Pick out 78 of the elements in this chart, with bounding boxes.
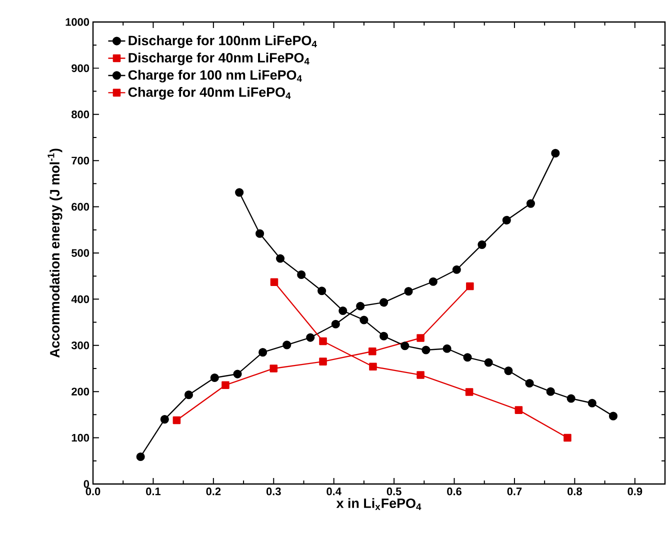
point xyxy=(514,406,523,414)
legend-label: Discharge for 40nm LiFePO$_{4}$ xyxy=(128,52,310,66)
point xyxy=(564,434,572,442)
x-tick-label: 0.6 xyxy=(447,488,462,496)
x-tick-label: 0.4 xyxy=(326,488,342,496)
point xyxy=(270,278,278,286)
y-tick-label: 700 xyxy=(72,156,90,164)
point xyxy=(400,342,410,350)
y-tick-label: 600 xyxy=(72,202,90,211)
point xyxy=(502,216,511,224)
legend-label: Charge for 100 nm LiFePO$_{4}$ xyxy=(128,70,302,82)
point xyxy=(136,452,145,462)
point xyxy=(319,337,327,346)
point xyxy=(184,390,194,400)
point xyxy=(356,302,365,310)
x-tick-label: 0.9 xyxy=(628,488,642,496)
point xyxy=(484,358,493,367)
point xyxy=(466,282,474,290)
point xyxy=(588,398,596,408)
point xyxy=(380,298,388,307)
point xyxy=(416,334,424,342)
point xyxy=(297,270,306,279)
y-tick-label: 900 xyxy=(72,64,90,72)
x-tick-label: 0.3 xyxy=(266,488,281,496)
point xyxy=(465,388,474,396)
point xyxy=(422,346,430,354)
point xyxy=(566,394,576,403)
point xyxy=(276,254,285,263)
y-tick-label: 800 xyxy=(72,110,90,118)
point xyxy=(160,415,169,424)
point xyxy=(235,188,244,197)
point xyxy=(380,332,388,340)
point xyxy=(404,287,413,296)
point xyxy=(318,286,326,296)
y-tick-label: 500 xyxy=(72,249,90,257)
x-tick-label: 0.0 xyxy=(86,488,100,496)
point xyxy=(546,387,555,396)
point xyxy=(282,340,292,350)
y-tick-label: 100 xyxy=(72,434,90,442)
point xyxy=(222,381,230,390)
point xyxy=(478,240,486,249)
point xyxy=(360,316,368,324)
point xyxy=(338,306,348,316)
point xyxy=(258,348,268,357)
x-tick-label: 0.5 xyxy=(386,488,402,496)
point xyxy=(319,358,327,366)
point xyxy=(442,344,452,353)
point xyxy=(368,348,376,356)
point xyxy=(428,277,438,286)
y-tick-label: 1000 xyxy=(66,18,90,26)
point xyxy=(210,373,219,382)
legend-label: Charge for 40nm LiFePO$_{4}$ xyxy=(128,87,291,100)
point xyxy=(233,370,242,378)
point xyxy=(369,362,377,371)
point xyxy=(256,229,264,238)
point xyxy=(526,199,536,208)
point xyxy=(331,320,340,328)
x-tick-label: 0.2 xyxy=(206,488,221,496)
y-tick-label: 400 xyxy=(71,295,90,304)
point xyxy=(463,353,472,362)
legend-label: Discharge for 100nm LiFePO$_{4}$ xyxy=(128,35,317,48)
x-tick-label: 0.1 xyxy=(146,488,161,496)
point xyxy=(551,148,560,158)
x-tick-label: 0.7 xyxy=(507,488,522,496)
y-tick-label: 0 xyxy=(84,480,90,488)
x-tick-label: 0.8 xyxy=(568,488,582,496)
point xyxy=(452,265,461,274)
y-tick-label: 300 xyxy=(71,342,90,350)
point xyxy=(270,364,278,372)
point xyxy=(504,366,513,376)
x-axis-title: x in Li$_{x}$FePO$_{4}$ xyxy=(336,498,422,510)
y-axis-title: Accommodation energy (J mol$^{-1}$) xyxy=(48,148,62,358)
point xyxy=(172,416,181,424)
point xyxy=(306,333,315,342)
y-tick-label: 200 xyxy=(72,388,90,396)
point xyxy=(608,412,618,420)
point xyxy=(416,371,424,379)
point xyxy=(525,378,534,388)
